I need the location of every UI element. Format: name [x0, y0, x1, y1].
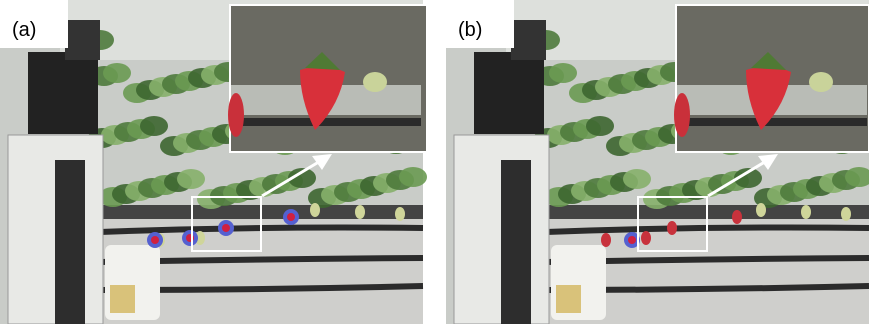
- robot-column: [55, 160, 85, 324]
- detection-center: [222, 224, 230, 232]
- detection-center: [628, 236, 636, 244]
- inset-green-berry: [363, 72, 387, 92]
- tag: [110, 285, 135, 313]
- inset-left-berry: [674, 93, 690, 137]
- leaf: [399, 167, 427, 187]
- tag: [556, 285, 581, 313]
- strawberry: [801, 205, 811, 219]
- leaf: [623, 169, 651, 189]
- leaf: [549, 63, 577, 83]
- panel-a: (a): [0, 0, 427, 324]
- leaf: [177, 169, 205, 189]
- strawberry: [641, 231, 651, 245]
- strawberry: [395, 207, 405, 221]
- leaf: [586, 116, 614, 136]
- inset-rail: [231, 118, 421, 126]
- robot-column: [501, 160, 531, 324]
- inset-green-berry: [809, 72, 833, 92]
- leaf: [140, 116, 168, 136]
- panel-label: (b): [458, 19, 482, 41]
- leaf: [103, 63, 131, 83]
- figure: (a) (b): [0, 0, 869, 324]
- panel-b: (b): [446, 0, 869, 324]
- inset-left-berry: [228, 93, 244, 137]
- strawberry: [756, 203, 766, 217]
- strawberry: [732, 210, 742, 224]
- strawberry: [310, 203, 320, 217]
- strawberry: [667, 221, 677, 235]
- detection-center: [151, 236, 159, 244]
- robot-arm: [65, 20, 100, 60]
- detection-center: [287, 213, 295, 221]
- robot-arm: [511, 20, 546, 60]
- strawberry: [841, 207, 851, 221]
- panel-label: (a): [12, 19, 36, 41]
- strawberry: [355, 205, 365, 219]
- inset-rail: [677, 118, 867, 126]
- robot-camera: [28, 52, 98, 134]
- strawberry: [601, 233, 611, 247]
- robot-camera: [474, 52, 544, 134]
